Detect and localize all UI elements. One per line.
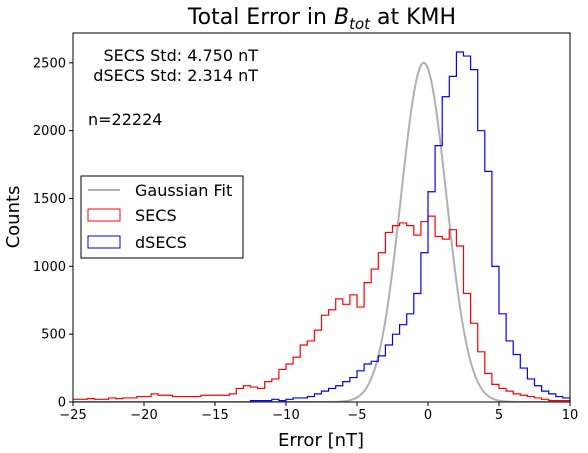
x-tick-label: −20 — [130, 408, 157, 423]
y-tick-label: 2500 — [33, 56, 66, 71]
axis-ticks: −25 −20 −15 −10 −5 0 5 10 0 500 1000 1500 2000 2500 — [33, 56, 578, 423]
legend-gaussian-label: Gaussian Fit — [135, 181, 232, 200]
chart-title-suffix: at KMH — [370, 5, 456, 30]
secs-std-annotation: SECS Std: 4.750 nT — [103, 46, 258, 65]
legend: Gaussian Fit SECS dSECS — [80, 175, 244, 259]
y-tick-label: 1000 — [33, 260, 66, 275]
x-tick-label: 10 — [562, 408, 579, 423]
secs-histogram — [73, 215, 570, 402]
dsecs-histogram — [249, 51, 570, 402]
x-tick-label: −15 — [201, 408, 228, 423]
dsecs-std-annotation: dSECS Std: 2.314 nT — [93, 66, 258, 85]
x-tick-label: 5 — [495, 408, 503, 423]
y-tick-label: 500 — [41, 328, 66, 343]
x-tick-label: −25 — [59, 408, 86, 423]
legend-dsecs-swatch — [87, 235, 121, 249]
legend-dsecs-label: dSECS — [135, 233, 187, 252]
sample-count-annotation: n=22224 — [88, 110, 162, 129]
chart-title-symbol: B — [334, 5, 349, 30]
chart-title-subscript: tot — [349, 15, 371, 33]
x-tick-label: 0 — [424, 408, 432, 423]
y-tick-label: 1500 — [33, 192, 66, 207]
x-axis-label: Error [nT] — [278, 430, 364, 451]
y-tick-label: 0 — [58, 396, 66, 411]
x-tick-label: −10 — [272, 408, 299, 423]
chart-title: Total Error in Btot at KMH — [187, 5, 456, 33]
chart-title-prefix: Total Error in — [187, 5, 334, 30]
legend-secs-swatch — [87, 208, 121, 222]
plot-frame — [72, 32, 571, 403]
y-axis-label: Counts — [3, 186, 24, 249]
x-tick-label: −5 — [347, 408, 366, 423]
legend-secs-label: SECS — [135, 206, 177, 225]
y-tick-label: 2000 — [33, 124, 66, 139]
